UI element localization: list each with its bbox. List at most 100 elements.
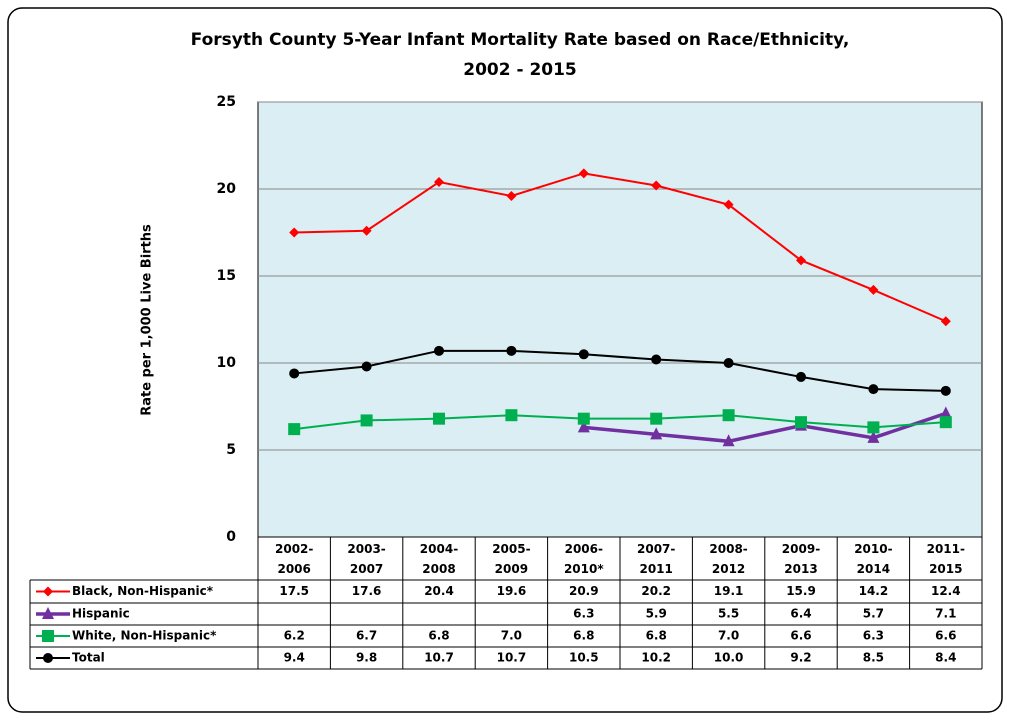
data-label: 8.5 — [863, 651, 884, 665]
legend-label: White, Non-Hispanic* — [72, 629, 217, 643]
data-label: 6.2 — [284, 629, 305, 643]
marker — [506, 190, 517, 201]
y-tick-label: 25 — [217, 94, 236, 110]
data-label: 7.1 — [935, 607, 956, 621]
data-label: 20.9 — [569, 584, 599, 598]
marker — [361, 225, 372, 236]
data-label: 5.7 — [863, 607, 884, 621]
legend-marker — [43, 653, 53, 663]
data-label: 6.8 — [573, 629, 594, 643]
data-label: 6.8 — [428, 629, 449, 643]
y-tick-label: 5 — [226, 442, 236, 458]
marker — [505, 409, 518, 422]
marker — [289, 368, 300, 379]
x-tick-label: 2010- 2014 — [854, 542, 893, 576]
data-label: 19.1 — [714, 584, 744, 598]
x-tick-label: 2007- 2011 — [637, 542, 676, 576]
marker — [578, 168, 589, 179]
marker — [360, 414, 373, 427]
x-tick-label: 2006- 2010* — [563, 542, 604, 576]
marker — [433, 412, 445, 425]
data-label: 14.2 — [859, 584, 889, 598]
data-label: 5.5 — [718, 607, 739, 621]
data-label: 17.5 — [279, 584, 309, 598]
series-line — [294, 349, 946, 392]
series-line — [294, 414, 946, 431]
marker — [867, 421, 880, 434]
y-tick-label: 20 — [217, 181, 237, 197]
marker — [868, 384, 879, 395]
marker — [577, 420, 590, 433]
marker — [940, 316, 951, 327]
data-label: 9.4 — [284, 651, 305, 665]
data-label: 5.9 — [646, 607, 667, 621]
data-label: 10.2 — [641, 651, 671, 665]
marker — [722, 409, 735, 422]
data-label: 7.0 — [718, 629, 739, 643]
x-tick-label: 2005- 2009 — [492, 542, 531, 576]
marker — [434, 345, 444, 356]
data-label: 6.4 — [790, 607, 811, 621]
legend-label: Total — [72, 651, 105, 665]
marker — [867, 430, 880, 443]
y-tick-label: 10 — [217, 355, 237, 371]
data-label: 6.6 — [790, 629, 811, 643]
y-axis-label: Rate per 1,000 Live Births — [140, 224, 155, 416]
x-tick-label: 2004- 2008 — [419, 542, 459, 576]
marker — [723, 358, 734, 368]
marker — [434, 177, 444, 188]
marker — [578, 349, 589, 360]
marker — [288, 423, 301, 436]
marker — [796, 371, 806, 382]
marker — [651, 354, 662, 365]
marker — [939, 416, 952, 429]
marker — [651, 180, 662, 191]
marker — [577, 412, 590, 425]
marker — [289, 227, 300, 238]
x-tick-label: 2011- 2015 — [926, 542, 965, 576]
y-tick-label: 0 — [226, 529, 236, 545]
data-label: 15.9 — [786, 584, 816, 598]
marker — [939, 406, 952, 419]
plot-area — [257, 101, 983, 538]
data-label: 20.2 — [641, 584, 671, 598]
data-label: 17.6 — [352, 584, 382, 598]
chart-subtitle: 2002 - 2015 — [463, 60, 577, 80]
data-label: 10.7 — [424, 651, 454, 665]
marker — [868, 284, 879, 295]
marker — [650, 427, 663, 440]
x-tick-label: 2009- 2013 — [781, 542, 821, 576]
data-label: 10.0 — [714, 651, 744, 665]
legend-label: Hispanic — [72, 607, 130, 621]
x-tick-label: 2008- 2012 — [709, 542, 748, 576]
data-label: 9.2 — [790, 651, 811, 665]
marker — [361, 361, 372, 372]
data-label: 6.3 — [573, 607, 594, 621]
data-label: 8.4 — [935, 651, 956, 665]
data-label: 6.8 — [646, 629, 667, 643]
y-tick-label: 15 — [217, 268, 236, 284]
legend-label: Black, Non-Hispanic* — [72, 584, 214, 598]
marker — [795, 416, 807, 429]
marker — [940, 385, 951, 396]
series-line — [294, 172, 947, 323]
marker — [650, 412, 663, 425]
legend-marker — [43, 586, 53, 597]
marker — [796, 255, 806, 266]
marker — [506, 345, 517, 356]
series-line — [583, 411, 947, 444]
legend-marker — [42, 630, 54, 642]
data-label: 19.6 — [497, 584, 527, 598]
marker — [723, 199, 734, 210]
data-label: 12.4 — [931, 584, 961, 598]
data-label: 7.0 — [501, 629, 522, 643]
data-label: 9.8 — [356, 651, 377, 665]
data-label: 10.5 — [569, 651, 599, 665]
x-tick-label: 2002- 2006 — [275, 542, 314, 576]
data-label: 10.7 — [497, 651, 527, 665]
data-label: 6.7 — [356, 629, 377, 643]
chart-title: Forsyth County 5-Year Infant Mortality R… — [191, 30, 850, 50]
data-label: 6.3 — [863, 629, 884, 643]
